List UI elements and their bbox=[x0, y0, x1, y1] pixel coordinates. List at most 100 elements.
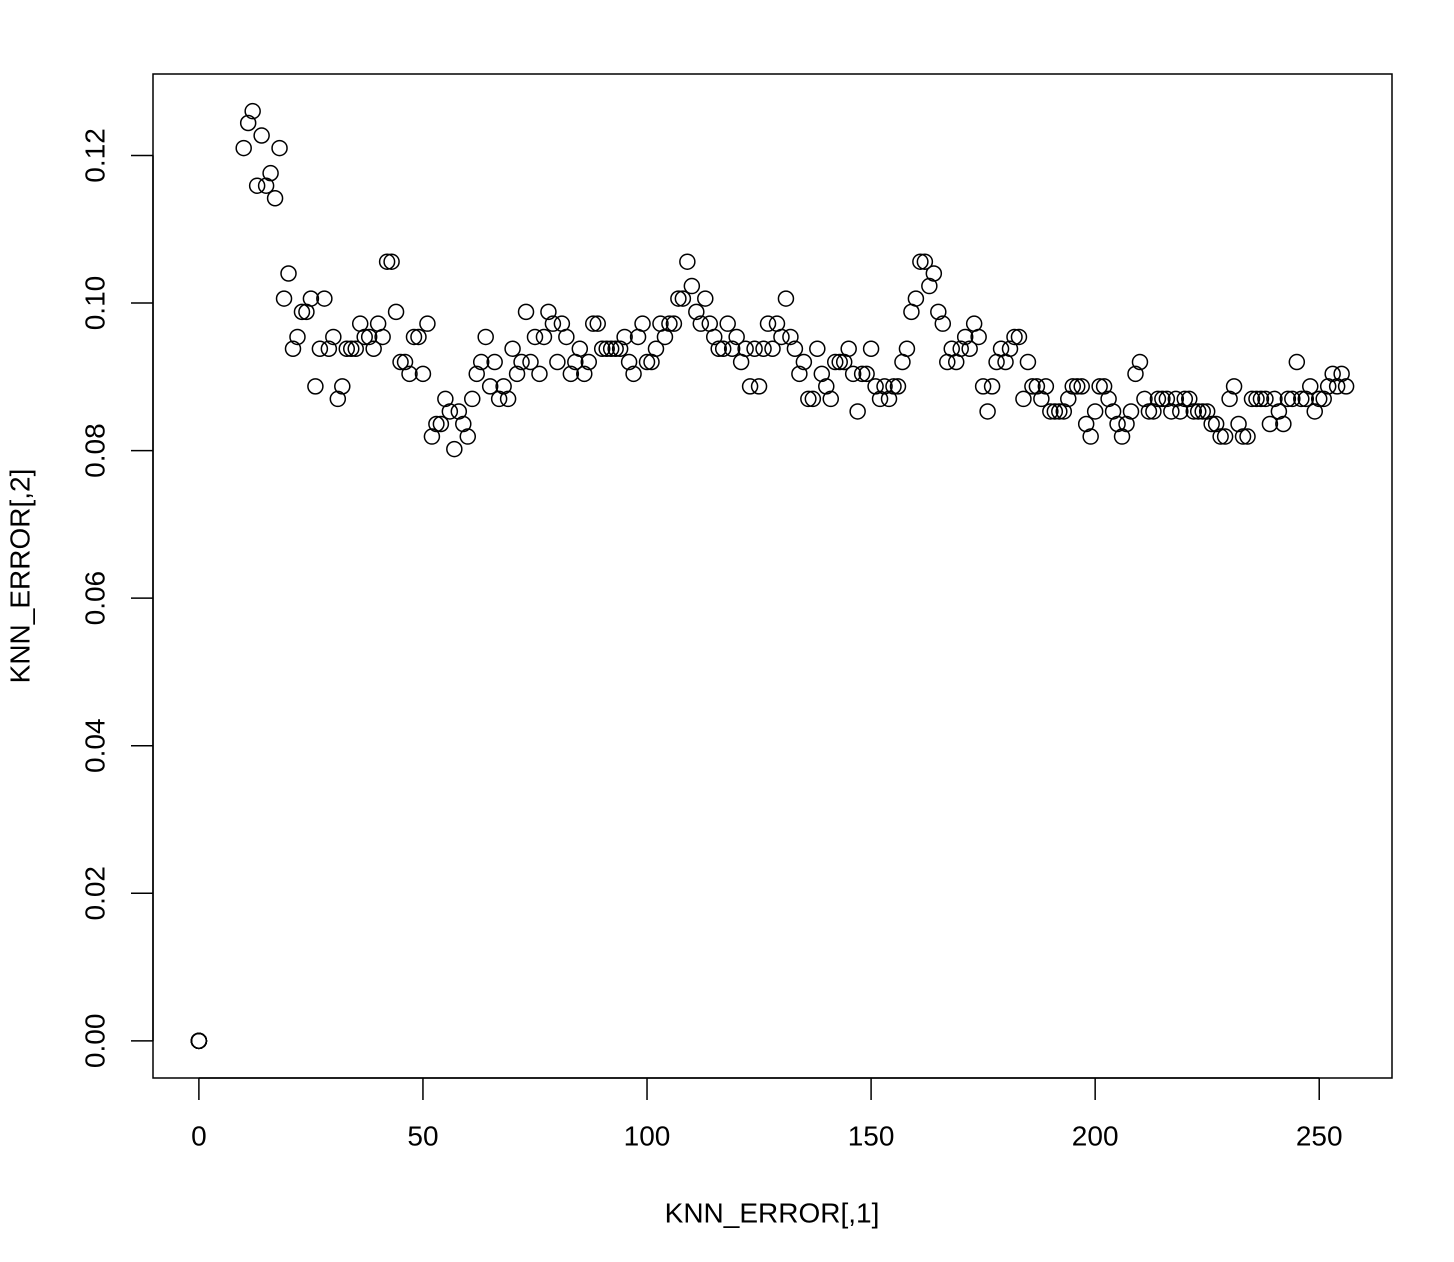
point bbox=[428, 415, 445, 433]
point bbox=[1028, 378, 1046, 395]
point bbox=[1055, 403, 1073, 420]
point bbox=[320, 340, 338, 358]
point bbox=[907, 290, 925, 307]
point bbox=[921, 277, 938, 295]
point bbox=[257, 177, 275, 194]
point bbox=[889, 378, 907, 395]
point bbox=[508, 365, 526, 383]
point bbox=[818, 378, 835, 395]
point bbox=[1006, 328, 1023, 346]
point bbox=[746, 340, 763, 358]
point bbox=[1252, 390, 1270, 408]
point bbox=[1212, 428, 1229, 445]
point bbox=[862, 340, 880, 358]
point bbox=[1176, 390, 1194, 408]
point bbox=[1145, 403, 1162, 420]
point bbox=[378, 253, 396, 270]
point bbox=[562, 365, 580, 383]
point bbox=[1109, 415, 1126, 433]
point bbox=[490, 390, 508, 408]
point bbox=[1158, 390, 1176, 408]
point bbox=[1037, 378, 1055, 395]
point bbox=[809, 340, 826, 358]
point bbox=[634, 315, 651, 332]
point bbox=[737, 340, 754, 358]
point bbox=[450, 403, 468, 420]
point bbox=[446, 440, 463, 458]
point bbox=[1167, 390, 1185, 408]
point bbox=[1095, 378, 1113, 395]
point bbox=[979, 403, 996, 420]
point bbox=[616, 328, 633, 346]
y-tick-label: 0.02 bbox=[79, 866, 110, 921]
point bbox=[683, 277, 701, 295]
point bbox=[459, 428, 477, 445]
point bbox=[1297, 390, 1315, 408]
point bbox=[334, 378, 351, 395]
point bbox=[235, 139, 252, 157]
point bbox=[867, 378, 884, 395]
point bbox=[1042, 403, 1059, 420]
point bbox=[1284, 390, 1301, 408]
point bbox=[674, 290, 692, 307]
point bbox=[311, 340, 329, 358]
point bbox=[1019, 353, 1037, 371]
y-axis-label: KNN_ERROR[,2] bbox=[4, 469, 35, 684]
point bbox=[795, 353, 813, 371]
point bbox=[1068, 378, 1086, 395]
point bbox=[1185, 403, 1202, 420]
point bbox=[1203, 415, 1220, 433]
point bbox=[1230, 415, 1247, 433]
point bbox=[338, 340, 356, 358]
point bbox=[1324, 365, 1341, 383]
point bbox=[558, 328, 575, 346]
point bbox=[620, 353, 638, 371]
point bbox=[1288, 353, 1306, 371]
point bbox=[688, 303, 705, 321]
point bbox=[759, 315, 777, 332]
point bbox=[974, 378, 992, 395]
point bbox=[576, 365, 593, 383]
point bbox=[405, 328, 423, 346]
point bbox=[392, 353, 409, 371]
point bbox=[692, 315, 710, 332]
point bbox=[800, 390, 817, 408]
point bbox=[1198, 403, 1216, 420]
point bbox=[1001, 340, 1019, 358]
point bbox=[1113, 428, 1131, 445]
point bbox=[1315, 390, 1332, 408]
point bbox=[549, 353, 566, 371]
point bbox=[764, 340, 781, 358]
point bbox=[710, 340, 727, 358]
point bbox=[611, 340, 629, 358]
point bbox=[464, 390, 481, 408]
point bbox=[347, 340, 364, 358]
x-tick-label: 0 bbox=[191, 1120, 207, 1151]
point bbox=[593, 340, 611, 358]
point bbox=[387, 303, 405, 321]
y-tick-label: 0.06 bbox=[79, 571, 110, 626]
point bbox=[410, 328, 427, 346]
point bbox=[437, 390, 454, 408]
point bbox=[1328, 378, 1346, 395]
point bbox=[1086, 403, 1104, 420]
point bbox=[535, 328, 553, 346]
y-tick-label: 0.04 bbox=[79, 718, 110, 773]
point bbox=[589, 315, 606, 332]
point bbox=[826, 353, 844, 371]
point bbox=[741, 378, 759, 395]
point bbox=[419, 315, 436, 332]
point bbox=[880, 390, 898, 408]
point bbox=[1270, 403, 1288, 420]
point bbox=[1046, 403, 1064, 420]
point bbox=[329, 390, 347, 408]
point bbox=[1082, 428, 1099, 445]
point bbox=[248, 177, 266, 194]
y-tick-label: 0.10 bbox=[79, 276, 110, 331]
point bbox=[912, 253, 929, 270]
point bbox=[1257, 390, 1274, 408]
point bbox=[1140, 403, 1158, 420]
point bbox=[1216, 428, 1234, 445]
point bbox=[1181, 390, 1198, 408]
point bbox=[432, 415, 450, 433]
